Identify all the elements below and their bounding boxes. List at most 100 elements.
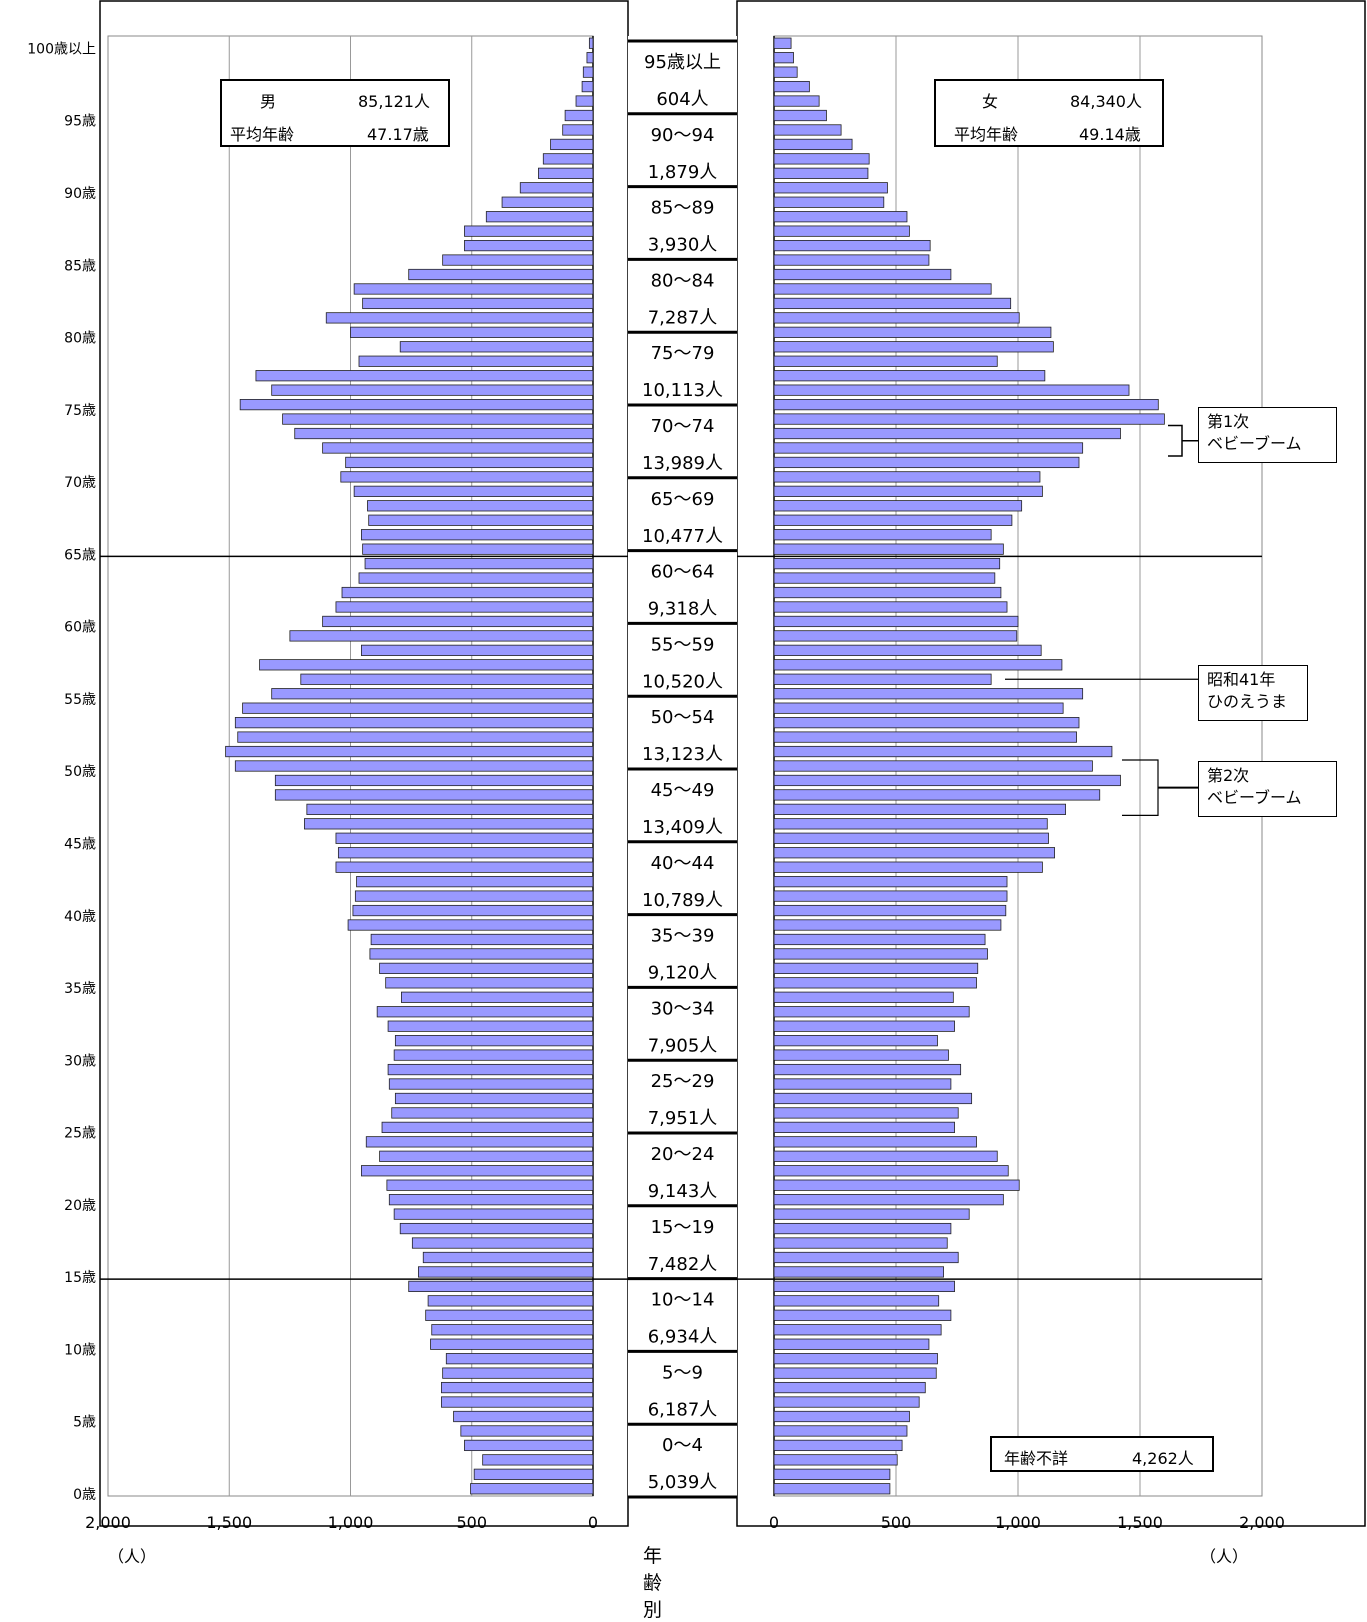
center-group-count: 604人: [656, 89, 708, 110]
male-bar-age-50: [234, 760, 594, 772]
male-bar-age-96: [575, 95, 594, 107]
female-bar-age-95: [773, 109, 827, 122]
center-group-range: 90～94: [651, 125, 715, 146]
female-bar-age-39: [773, 919, 1002, 931]
male-bar-age-32: [387, 1020, 594, 1032]
female-bar-age-36: [773, 962, 979, 974]
male-bar-age-27: [394, 1092, 594, 1105]
male-bar-age-48: [274, 789, 594, 801]
female-bar-age-0: [773, 1483, 891, 1495]
male-bar-age-57: [259, 659, 594, 671]
female-bar-age-98: [773, 66, 798, 78]
male-bar-age-46: [304, 818, 594, 830]
male-bar-age-94: [562, 124, 594, 136]
male-bar-age-80: [350, 326, 594, 338]
female-bar-age-93: [773, 138, 853, 151]
center-group-range: 50～54: [651, 707, 715, 728]
female-bar-age-9: [773, 1353, 938, 1365]
female-avg-age-value: 49.14歳: [1079, 125, 1141, 144]
male-bar-age-87: [464, 225, 594, 237]
male-bar-age-99: [586, 52, 594, 64]
female-bar-age-82: [773, 297, 1012, 310]
female-bar-age-88: [773, 211, 908, 223]
female-bar-age-7: [773, 1381, 926, 1394]
female-bar-age-11: [773, 1324, 942, 1336]
female-bar-age-20: [773, 1194, 1004, 1206]
center-group-count: 7,482人: [648, 1254, 718, 1275]
male-bar-age-65: [362, 543, 594, 555]
male-bar-age-68: [367, 500, 594, 512]
male-bar-age-28: [388, 1078, 594, 1090]
male-bar-age-67: [368, 514, 594, 526]
male-bar-age-79: [399, 341, 594, 353]
female-bar-age-26: [773, 1107, 959, 1119]
male-bar-age-34: [401, 991, 594, 1003]
center-group-range: 80～84: [651, 270, 715, 291]
first-baby-boom-bracket: [1168, 424, 1183, 457]
male-bar-age-66: [361, 529, 594, 541]
female-bar-age-35: [773, 977, 977, 989]
center-group-range: 60～64: [651, 562, 715, 583]
x-tick-label-left: 1,000: [328, 1513, 374, 1532]
x-tick-label-right: 1,500: [1117, 1513, 1163, 1532]
center-group-count: 9,120人: [648, 963, 718, 984]
center-group-count: 10,789人: [642, 890, 723, 911]
y-tick-label: 45歳: [64, 837, 96, 853]
center-group-count: 13,409人: [642, 817, 723, 838]
female-total: 84,340人: [1070, 92, 1142, 111]
male-bar-age-86: [464, 239, 594, 252]
female-bar-age-60: [773, 615, 1019, 628]
male-bar-age-55: [271, 688, 594, 700]
female-bar-age-76: [773, 384, 1130, 396]
female-bar-age-34: [773, 991, 954, 1003]
male-bar-age-25: [381, 1121, 594, 1133]
female-bar-age-58: [773, 644, 1042, 656]
male-bar-age-29: [387, 1063, 594, 1076]
male-bar-age-22: [361, 1165, 594, 1177]
male-bar-age-30: [393, 1049, 594, 1061]
center-group-count: 7,905人: [648, 1035, 718, 1056]
female-bar-age-42: [773, 876, 1008, 888]
female-bar-age-90: [773, 182, 888, 194]
female-bar-age-24: [773, 1136, 977, 1148]
female-bar-age-59: [773, 630, 1018, 642]
male-bar-age-44: [337, 847, 594, 859]
male-bar-age-64: [364, 558, 594, 570]
x-tick-label-right: 0: [769, 1513, 779, 1532]
female-bar-age-46: [773, 818, 1048, 830]
male-bar-age-24: [365, 1136, 594, 1148]
female-bar-age-96: [773, 95, 820, 107]
y-tick-label: 70歳: [64, 475, 96, 491]
female-bar-age-62: [773, 586, 1002, 599]
male-bar-age-83: [353, 283, 594, 295]
male-avg-age-value: 47.17歳: [367, 125, 429, 144]
center-group-range: 25～29: [651, 1071, 715, 1092]
female-bar-age-86: [773, 239, 931, 252]
y-tick-label: 75歳: [64, 403, 96, 419]
male-bar-age-23: [379, 1150, 594, 1162]
male-bar-age-91: [538, 167, 594, 179]
male-bar-age-69: [353, 485, 594, 497]
y-tick-label: 60歳: [64, 620, 96, 636]
male-bar-age-100: [588, 37, 594, 49]
female-bar-age-18: [773, 1222, 952, 1235]
male-bar-age-70: [340, 471, 594, 483]
male-bar-age-85: [442, 254, 594, 266]
female-bar-age-30: [773, 1049, 949, 1061]
female-bar-age-64: [773, 558, 1001, 570]
x-tick-label-right: 500: [881, 1513, 912, 1532]
female-bar-age-25: [773, 1121, 955, 1133]
male-bar-age-58: [361, 644, 594, 656]
center-group-count: 6,187人: [648, 1399, 718, 1420]
male-bar-age-82: [362, 297, 594, 310]
male-bar-age-6: [441, 1396, 594, 1408]
x-unit-left: （人）: [108, 1547, 157, 1566]
x-tick-label-right: 2,000: [1239, 1513, 1285, 1532]
female-bar-age-52: [773, 731, 1077, 743]
y-tick-label: 20歳: [64, 1198, 96, 1214]
center-group-count: 10,477人: [642, 526, 723, 547]
female-bar-age-3: [773, 1439, 903, 1452]
male-bar-age-98: [582, 66, 594, 78]
male-bar-age-10: [430, 1338, 594, 1350]
y-tick-label: 10歳: [64, 1342, 96, 1358]
